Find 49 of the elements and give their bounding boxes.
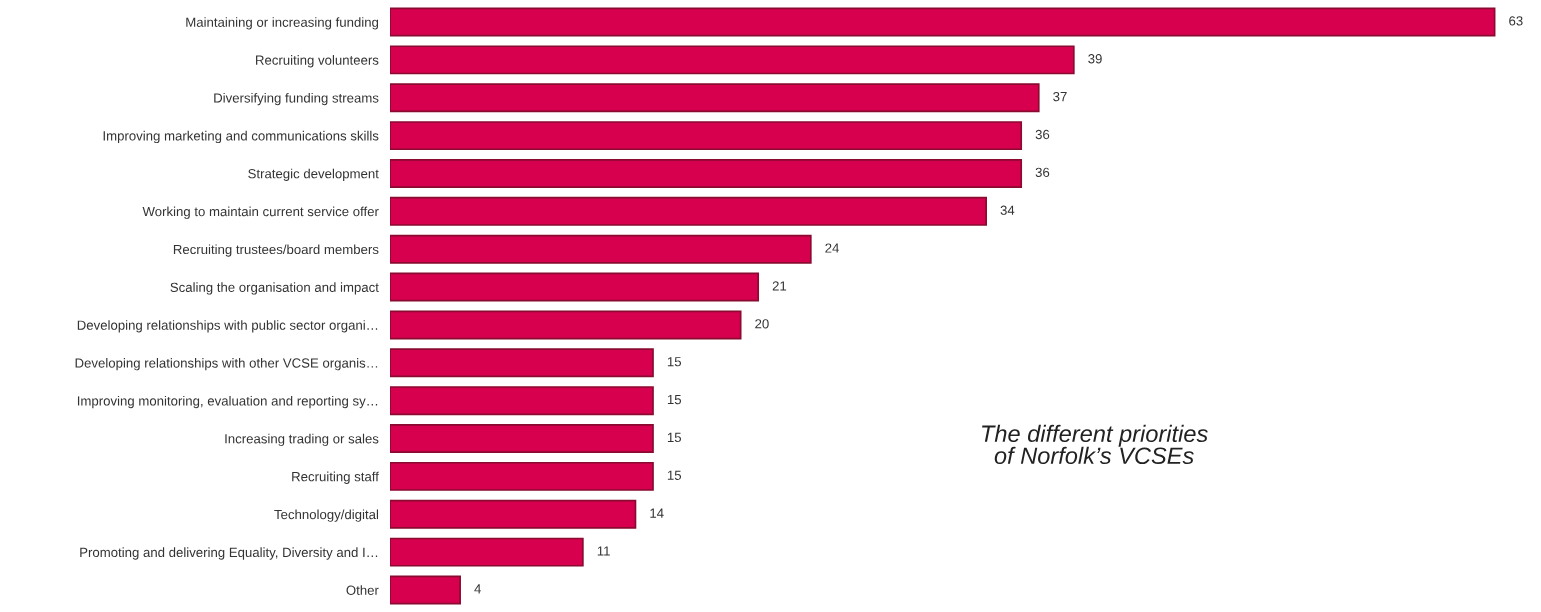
- bar: [390, 348, 654, 378]
- data-label: 14: [650, 508, 664, 518]
- y-tick-label: Developing relationships with other VCSE organis…: [75, 358, 378, 371]
- y-tick-label: Strategic development: [248, 168, 379, 181]
- y-tick-label: Increasing trading or sales: [225, 433, 379, 447]
- data-label: 21: [772, 281, 787, 291]
- data-label: 15: [667, 470, 682, 480]
- bar: [390, 45, 1075, 75]
- y-tick-label: Recruiting volunteers: [256, 55, 379, 68]
- data-label: 39: [1088, 54, 1102, 64]
- y-tick-label: Technology/digital: [274, 509, 379, 522]
- data-label: 11: [597, 546, 610, 556]
- y-tick-label: Diversifying funding streams: [214, 92, 379, 106]
- y-tick-label: Other: [346, 585, 379, 595]
- bar: [390, 386, 654, 416]
- y-tick-label: Improving marketing and communications skills: [103, 130, 379, 144]
- y-tick-label: Developing relationships with public sector organi…: [77, 320, 378, 333]
- y-tick-label: Maintaining or increasing funding: [186, 17, 379, 30]
- bar: [390, 424, 654, 454]
- data-label: 34: [1000, 205, 1015, 215]
- data-label: 36: [1035, 167, 1050, 178]
- data-label: 37: [1053, 91, 1067, 102]
- bar: [390, 537, 584, 567]
- bar: [390, 83, 1040, 113]
- y-tick-label: Scaling the organisation and impact: [170, 282, 379, 295]
- y-tick-label: Promoting and delivering Equality, Diversity and I…: [80, 547, 378, 560]
- data-label: 36: [1035, 129, 1050, 140]
- text: The different priorities of Norfolk’s VCSEs: [982, 424, 1208, 465]
- bar: [390, 121, 1023, 151]
- bar: [390, 234, 812, 264]
- data-label: 20: [755, 319, 769, 329]
- y-tick-label: Working to maintain current service offer: [142, 206, 379, 219]
- bar: [390, 158, 1023, 188]
- bar: [390, 499, 637, 529]
- data-label: 4: [474, 584, 481, 594]
- bar: [390, 575, 461, 605]
- bar: [390, 310, 742, 340]
- data-label: 63: [1509, 16, 1523, 26]
- data-label: 15: [667, 395, 682, 405]
- bar: [390, 196, 987, 226]
- bar: [390, 461, 654, 491]
- y-tick-label: Recruiting trustees/board members: [173, 244, 379, 257]
- bar: [390, 272, 760, 302]
- data-label: 15: [667, 432, 682, 443]
- y-tick-label: Recruiting staff: [292, 471, 379, 484]
- bar: [390, 7, 1496, 37]
- data-label: 15: [667, 357, 682, 367]
- data-label: 24: [825, 243, 839, 253]
- y-tick-label: Improving monitoring, evaluation and reporting sy…: [77, 395, 378, 409]
